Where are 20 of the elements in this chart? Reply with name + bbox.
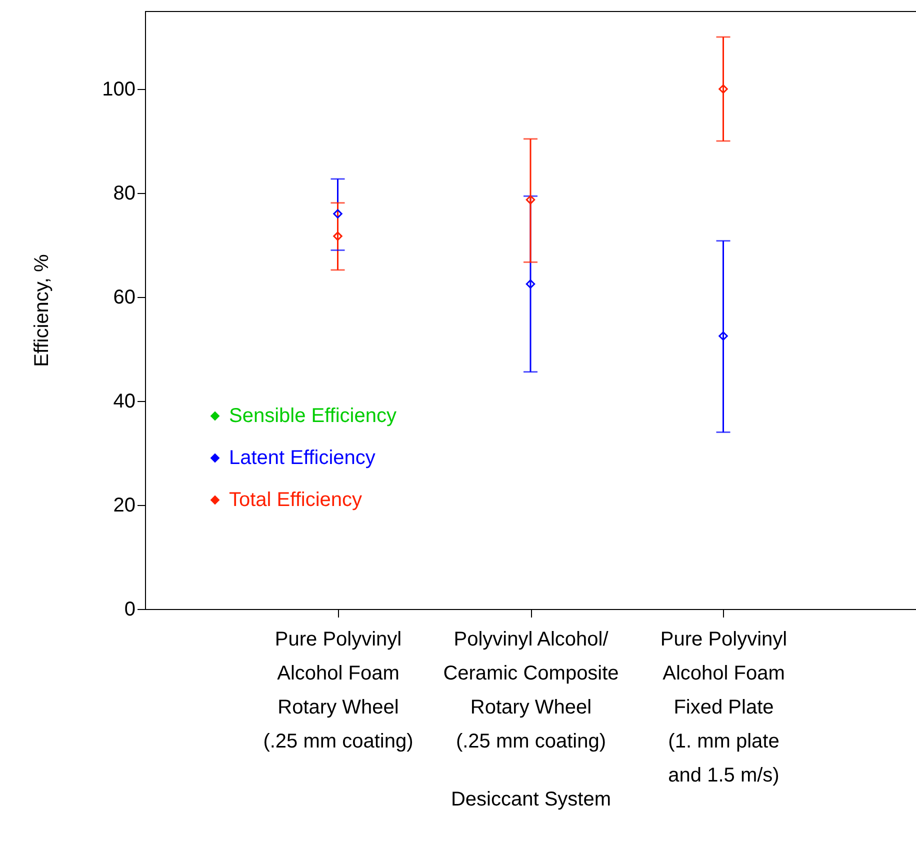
- point: [718, 84, 728, 94]
- point: [526, 279, 536, 289]
- x-axis-title: Desiccant System: [450, 788, 612, 810]
- y-tick-label: 20: [113, 494, 136, 516]
- y-tick-label: 60: [113, 286, 136, 308]
- y-tick-label: 80: [113, 182, 136, 204]
- x-tick-label: Polyvinyl Alcohol/ Ceramic Composite Rotary Wheel (.25 mm coating): [443, 628, 619, 752]
- point: [526, 195, 536, 204]
- legend-label: Latent Efficiency: [229, 447, 376, 469]
- y-tick-label: 100: [102, 78, 136, 100]
- legend-label: Total Efficiency: [229, 489, 362, 511]
- y-axis-title: Efficiency, %: [31, 254, 54, 367]
- point: [333, 232, 342, 241]
- y-tick-label: 40: [113, 390, 136, 412]
- x-tick-label: Pure Polyvinyl Alcohol Foam Fixed Plate (1. mm plate and 1.5 m/s): [660, 628, 788, 786]
- point: [333, 209, 342, 218]
- point: [718, 331, 728, 341]
- y-tick-label: 0: [124, 598, 136, 620]
- x-tick-label: Pure Polyvinyl Alcohol Foam Rotary Wheel (.25 mm coating): [263, 628, 414, 752]
- legend-label: Sensible Efficiency: [229, 405, 396, 427]
